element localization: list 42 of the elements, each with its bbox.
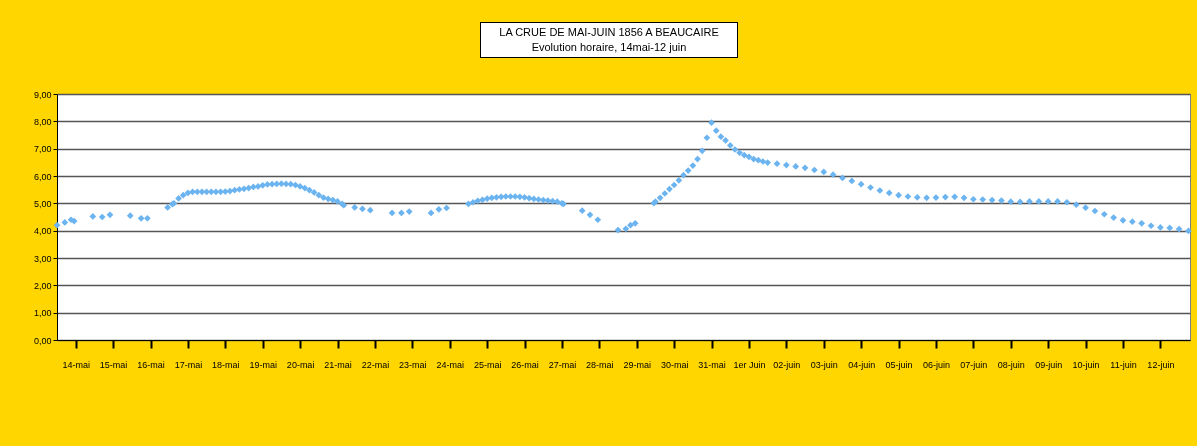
y-tick-label: 4,00 — [33, 226, 52, 237]
x-tick-label: 30-mai — [660, 359, 689, 370]
x-tick-label: 04-juin — [848, 359, 876, 370]
x-tick-label: 16-mai — [137, 359, 165, 370]
x-tick-label: 02-juin — [773, 359, 801, 370]
x-tick-label: 11-juin — [1110, 359, 1137, 370]
x-tick-label: 24-mai — [436, 359, 464, 370]
x-tick-label: 14-mai — [62, 359, 90, 370]
x-tick-label: 17-mai — [174, 359, 203, 370]
x-tick-label: 29-mai — [623, 359, 651, 370]
x-tick-label: 07-juin — [960, 359, 988, 370]
x-tick-label: 09-juin — [1035, 359, 1063, 370]
y-tick-label: 3,00 — [33, 253, 52, 264]
x-tick-label: 1er Juin — [733, 359, 766, 370]
y-tick-label: 8,00 — [33, 116, 52, 127]
x-tick-label: 05-juin — [885, 359, 913, 370]
y-tick-label: 7,00 — [33, 144, 52, 155]
x-tick-label: 15-mai — [99, 359, 128, 370]
y-tick-label: 0,00 — [33, 335, 52, 346]
y-tick-label: 5,00 — [33, 198, 52, 209]
x-tick-label: 22-mai — [361, 359, 390, 370]
x-tick-label: 27-mai — [548, 359, 577, 370]
x-tick-label: 26-mai — [511, 359, 539, 370]
y-tick-label: 1,00 — [33, 308, 52, 319]
x-tick-label: 25-mai — [473, 359, 502, 370]
x-tick-label: 06-juin — [922, 359, 950, 370]
y-tick-label: 9,00 — [33, 89, 52, 100]
y-tick-label: 2,00 — [33, 280, 52, 291]
x-tick-label: 12-juin — [1147, 359, 1175, 370]
x-tick-label: 31-mai — [698, 359, 726, 370]
x-tick-label: 08-juin — [997, 359, 1025, 370]
x-tick-label: 03-juin — [810, 359, 838, 370]
x-tick-label: 21-mai — [324, 359, 352, 370]
x-tick-label: 18-mai — [212, 359, 240, 370]
x-tick-label: 19-mai — [249, 359, 277, 370]
chart-title: LA CRUE DE MAI-JUIN 1856 A BEAUCAIRE — [498, 25, 720, 40]
x-tick-label: 20-mai — [286, 359, 315, 370]
x-tick-label: 10-juin — [1072, 359, 1100, 370]
y-tick-label: 6,00 — [33, 171, 52, 182]
chart-subtitle: Evolution horaire, 14mai-12 juin — [530, 40, 688, 55]
x-tick-label: 23-mai — [399, 359, 427, 370]
x-tick-label: 28-mai — [586, 359, 614, 370]
